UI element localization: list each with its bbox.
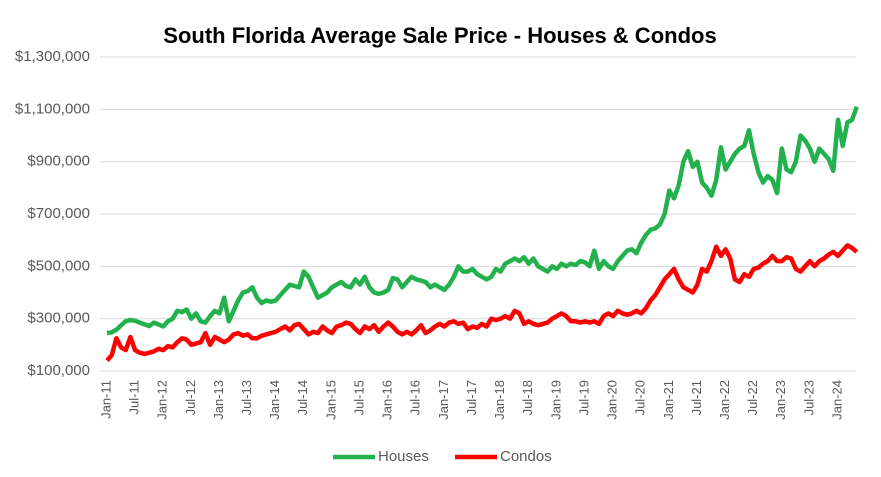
- x-tick-label: Jul-23: [801, 380, 816, 415]
- y-tick-label: $100,000: [27, 362, 90, 379]
- x-tick-label: Jan-17: [436, 380, 451, 420]
- y-tick-label: $1,100,000: [15, 100, 90, 117]
- x-tick-label: Jul-17: [464, 380, 479, 415]
- x-tick-label: Jul-15: [351, 380, 366, 415]
- x-tick-label: Jul-12: [183, 380, 198, 415]
- x-tick-label: Jan-11: [98, 380, 113, 419]
- x-tick-label: Jan-22: [717, 380, 732, 420]
- x-tick-label: Jan-14: [267, 380, 282, 420]
- y-tick-label: $900,000: [27, 153, 90, 170]
- x-tick-label: Jul-14: [295, 380, 310, 415]
- x-tick-label: Jan-24: [829, 380, 844, 420]
- x-tick-label: Jan-20: [605, 380, 620, 420]
- legend-label: Condos: [500, 448, 552, 465]
- x-tick-label: Jan-23: [773, 380, 788, 420]
- x-tick-label: Jul-18: [520, 380, 535, 415]
- x-tick-label: Jan-18: [492, 380, 507, 420]
- x-tick-label: Jan-12: [155, 380, 170, 420]
- x-tick-label: Jan-21: [661, 380, 676, 420]
- x-tick-label: Jan-15: [323, 380, 338, 420]
- series-line: [106, 105, 859, 336]
- series-line: [105, 243, 859, 363]
- x-tick-label: Jul-22: [745, 380, 760, 415]
- chart-title: South Florida Average Sale Price - House…: [163, 23, 716, 48]
- x-tick-label: Jul-21: [689, 380, 704, 415]
- legend-label: Houses: [378, 448, 429, 465]
- y-tick-label: $500,000: [27, 257, 90, 274]
- x-tick-label: Jan-16: [380, 380, 395, 420]
- x-tick-label: Jul-20: [633, 380, 648, 415]
- x-tick-label: Jan-13: [211, 380, 226, 420]
- x-tick-label: Jan-19: [548, 380, 563, 420]
- x-tick-label: Jul-16: [408, 380, 423, 415]
- x-tick-label: Jul-13: [239, 380, 254, 415]
- x-tick-label: Jul-11: [127, 380, 142, 414]
- y-tick-label: $300,000: [27, 310, 90, 327]
- x-tick-label: Jul-19: [576, 380, 591, 415]
- y-tick-label: $700,000: [27, 205, 90, 222]
- y-tick-label: $1,300,000: [15, 48, 90, 65]
